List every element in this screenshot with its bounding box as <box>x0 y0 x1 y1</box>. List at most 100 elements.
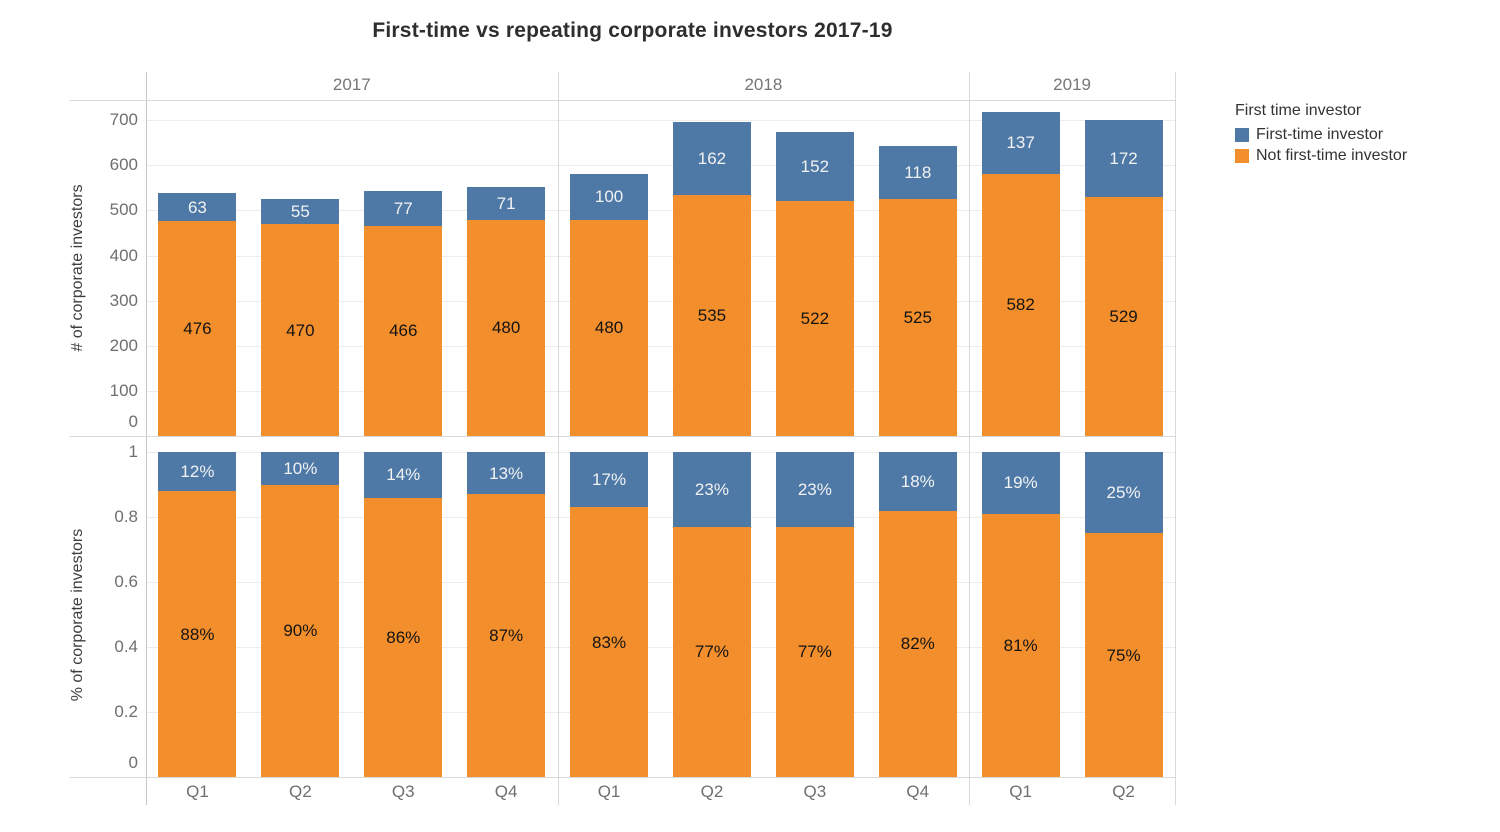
bar-segment-not-first-time[interactable]: 90% <box>261 484 340 777</box>
bar-segment-not-first-time[interactable]: 87% <box>467 494 546 777</box>
bar-segment-first-time[interactable]: 12% <box>158 452 237 491</box>
bar-label-not-first-time: 466 <box>389 321 418 341</box>
bar-label-not-first-time: 535 <box>697 305 727 325</box>
bar-label-not-first-time: 86% <box>386 627 421 647</box>
x-tick-label-2018-Q2: Q2 <box>700 782 724 801</box>
chart-title: First-time vs repeating corporate invest… <box>372 19 893 42</box>
bar-segment-first-time[interactable]: 23% <box>775 452 854 527</box>
bar-segment-first-time[interactable]: 25% <box>1084 452 1163 534</box>
bar-segment-not-first-time[interactable]: 522 <box>775 200 854 436</box>
x-tick-label-2019-Q1: Q1 <box>1009 782 1032 801</box>
bar-label-not-first-time: 77% <box>694 642 729 662</box>
bar-label-not-first-time: 88% <box>180 624 215 644</box>
gridline <box>146 120 1175 122</box>
y-axis-line <box>146 72 147 805</box>
bar-label-first-time: 13% <box>489 463 524 483</box>
bar-segment-not-first-time[interactable]: 525 <box>878 199 957 436</box>
y-tick-label: 0.8 <box>114 507 138 526</box>
bar-segment-first-time[interactable]: 17% <box>570 452 649 508</box>
gridline <box>146 647 1175 648</box>
bar-label-first-time: 137 <box>1006 133 1035 153</box>
x-tick-label-2018-Q3: Q3 <box>803 782 827 801</box>
facet-header-2017: 2017 <box>332 75 371 94</box>
bar-segment-first-time[interactable]: 172 <box>1084 119 1163 198</box>
bar-segment-first-time[interactable]: 63 <box>158 192 237 222</box>
bar-segment-not-first-time[interactable]: 535 <box>672 194 751 436</box>
gridline <box>146 255 1175 257</box>
legend-item-first-time[interactable]: First-time investor <box>1235 126 1407 144</box>
bar-label-not-first-time: 470 <box>286 320 315 340</box>
bar-segment-first-time[interactable]: 118 <box>878 146 957 200</box>
bar-label-first-time: 162 <box>697 148 727 168</box>
panel-divider-line <box>70 436 1175 437</box>
bar-segment-first-time[interactable]: 100 <box>570 174 649 220</box>
bar-label-first-time: 100 <box>594 187 624 207</box>
y-tick-label: 0 <box>128 412 138 431</box>
x-tick-label-2017-Q2: Q2 <box>288 782 312 801</box>
bar-label-not-first-time: 476 <box>183 319 212 339</box>
bar-label-first-time: 55 <box>290 202 310 222</box>
gridline <box>146 390 1175 392</box>
bar-segment-not-first-time[interactable]: 77% <box>775 526 854 777</box>
bar-segment-first-time[interactable]: 13% <box>467 452 546 495</box>
bar-segment-not-first-time[interactable]: 480 <box>570 219 649 436</box>
facet-divider <box>558 72 559 805</box>
bar-label-first-time: 23% <box>797 479 832 499</box>
bar-segment-first-time[interactable]: 14% <box>364 452 443 498</box>
bar-segment-first-time[interactable]: 10% <box>261 452 340 485</box>
bar-label-first-time: 18% <box>900 471 935 491</box>
bar-label-first-time: 152 <box>800 156 830 176</box>
bar-segment-not-first-time[interactable]: 77% <box>672 526 751 777</box>
bar-label-not-first-time: 582 <box>1006 295 1035 315</box>
bar-segment-first-time[interactable]: 19% <box>981 452 1060 514</box>
x-tick-label-2019-Q2: Q2 <box>1112 782 1135 801</box>
gridline <box>146 452 1175 453</box>
bar-segment-not-first-time[interactable]: 83% <box>570 507 649 777</box>
facet-header-2018: 2018 <box>744 75 783 94</box>
y-axis-title-percents: % of corporate investors <box>69 528 86 702</box>
gridline <box>146 210 1175 212</box>
bar-label-not-first-time: 83% <box>592 632 627 652</box>
bar-segment-first-time[interactable]: 55 <box>261 199 340 225</box>
gridline <box>146 582 1175 583</box>
bar-segment-not-first-time[interactable]: 86% <box>364 497 443 777</box>
x-tick-label-2017-Q4: Q4 <box>494 782 518 801</box>
bar-label-first-time: 12% <box>180 462 215 481</box>
bar-label-first-time: 23% <box>694 479 729 499</box>
bar-label-not-first-time: 81% <box>1003 635 1038 655</box>
bar-label-not-first-time: 90% <box>283 621 318 641</box>
bar-label-not-first-time: 82% <box>900 634 935 654</box>
bar-segment-first-time[interactable]: 23% <box>672 452 751 527</box>
bar-segment-first-time[interactable]: 137 <box>981 111 1060 174</box>
gridline <box>146 345 1175 347</box>
bar-segment-not-first-time[interactable]: 476 <box>158 221 237 436</box>
bar-segment-first-time[interactable]: 18% <box>878 452 957 511</box>
bar-segment-not-first-time[interactable]: 75% <box>1084 533 1163 777</box>
bar-segment-not-first-time[interactable]: 582 <box>981 173 1060 436</box>
legend-item-not-first-time[interactable]: Not first-time investor <box>1235 147 1407 165</box>
legend: First time investor First-time investor … <box>1235 102 1407 165</box>
facet-divider <box>969 72 970 805</box>
y-tick-label: 1 <box>128 442 138 461</box>
gridline <box>146 517 1175 518</box>
bar-segment-not-first-time[interactable]: 466 <box>364 225 443 436</box>
bar-segment-not-first-time[interactable]: 480 <box>467 219 546 436</box>
bar-segment-first-time[interactable]: 162 <box>672 121 751 195</box>
bar-segment-first-time[interactable]: 77 <box>364 191 443 226</box>
bar-segment-not-first-time[interactable]: 470 <box>261 224 340 436</box>
bar-label-first-time: 77 <box>393 198 413 218</box>
bar-label-first-time: 71 <box>496 193 516 213</box>
bar-segment-not-first-time[interactable]: 529 <box>1084 197 1163 436</box>
bar-label-first-time: 17% <box>592 470 627 490</box>
bar-segment-first-time[interactable]: 71 <box>467 187 546 220</box>
legend-item-label: Not first-time investor <box>1256 147 1408 164</box>
bar-segment-not-first-time[interactable]: 81% <box>981 513 1060 777</box>
y-tick-label: 300 <box>109 290 138 310</box>
bar-label-not-first-time: 522 <box>800 308 830 328</box>
bar-segment-not-first-time[interactable]: 82% <box>878 510 957 777</box>
bar-segment-not-first-time[interactable]: 88% <box>158 491 237 777</box>
bar-label-not-first-time: 480 <box>491 318 521 338</box>
plot-right-border <box>1175 72 1176 805</box>
bar-segment-first-time[interactable]: 152 <box>775 132 854 201</box>
